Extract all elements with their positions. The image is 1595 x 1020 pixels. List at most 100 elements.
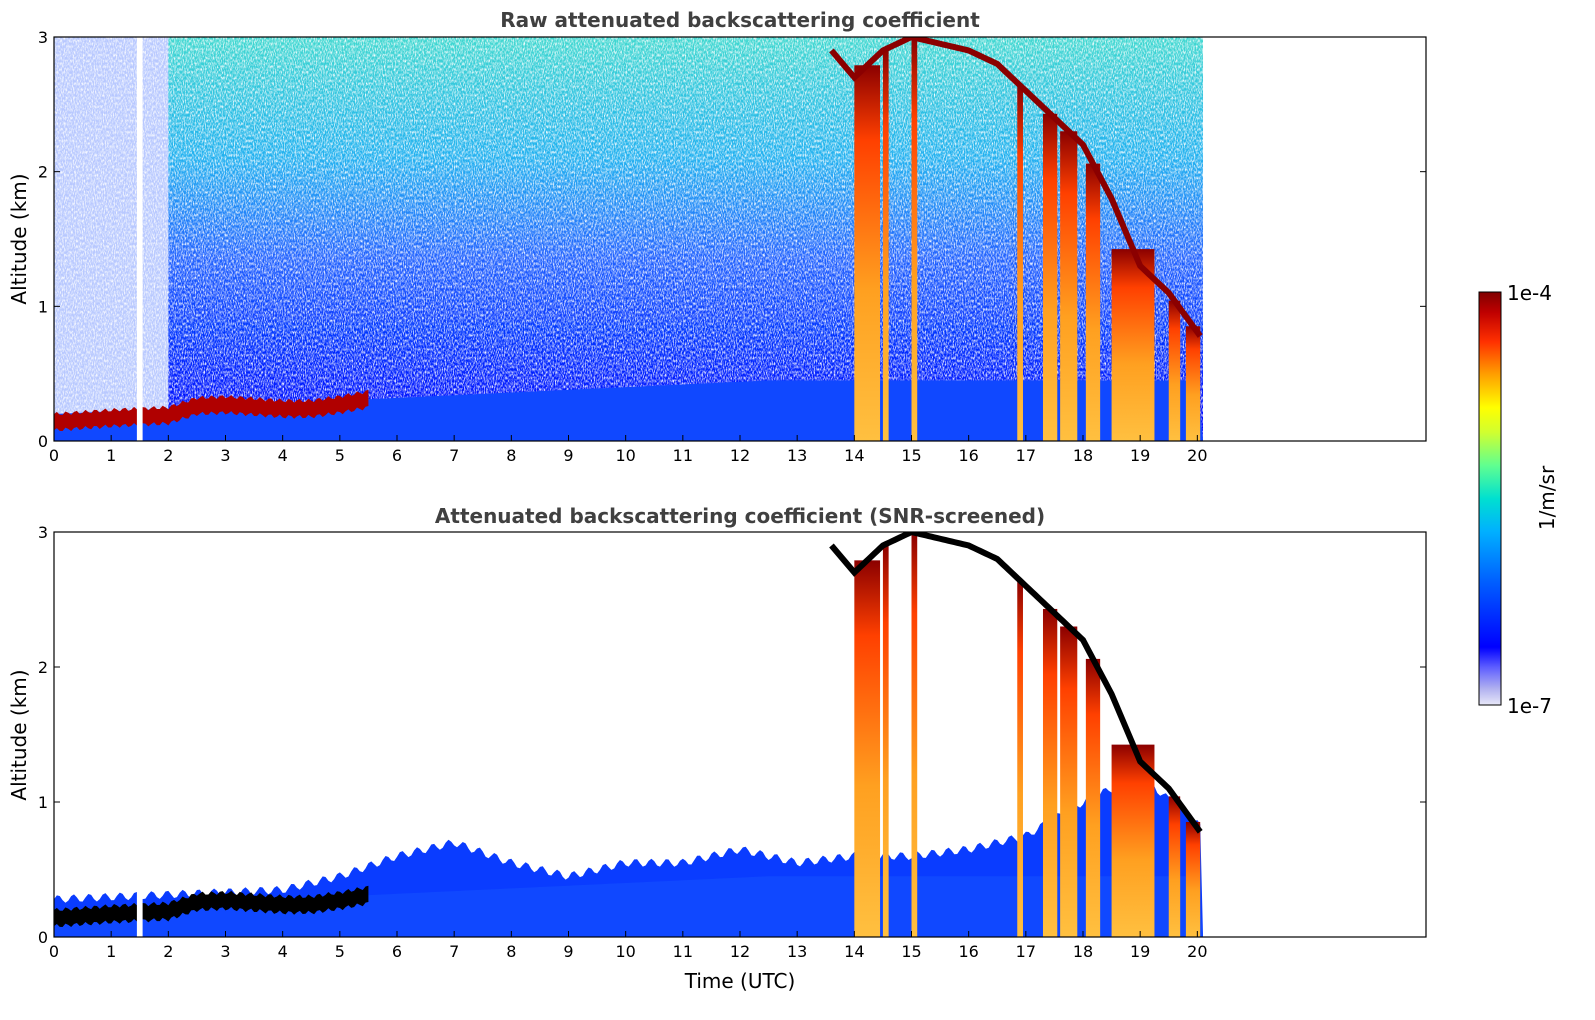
raw-cloud-column [1042,113,1058,441]
raw-x-tick-label: 8 [506,446,516,465]
raw-x-tick-label: 14 [844,446,864,465]
raw-cloud-column [1085,163,1101,441]
raw-x-tick-label: 1 [106,446,116,465]
colorbar: 1e-4 1e-7 1/m/sr [1478,281,1559,718]
screened-x-tick-label: 1 [106,942,116,961]
screened-x-ticks: 0 1 2 3 4 5 6 7 8 9 10 11 12 13 14 15 16 17 18 19 20 [49,931,1208,961]
raw-x-tick-label: 13 [787,446,807,465]
screened-panel-title: Attenuated backscattering coefficient (S… [435,504,1045,528]
raw-x-tick-label: 17 [1016,446,1036,465]
raw-x-tick-label: 18 [1073,446,1093,465]
screened-heatmap-layers [54,532,1426,937]
screened-heatmap [54,532,1426,937]
screened-x-tick-label: 7 [449,942,459,961]
raw-x-tick-label: 4 [278,446,288,465]
raw-x-tick-label: 16 [958,446,978,465]
x-axis-label: Time (UTC) [684,969,796,993]
screened-x-tick-label: 4 [278,942,288,961]
raw-x-tick-label: 7 [449,446,459,465]
screened-x-tick-label: 13 [787,942,807,961]
screened-cloud-column [1185,821,1201,937]
screened-y-tick-label: 0 [38,928,48,947]
screened-x-tick-label: 8 [506,942,516,961]
raw-data-gap [136,37,143,441]
raw-sky-signal [168,37,1204,441]
raw-cloud-layer [829,37,1203,338]
screened-x-tick-label: 2 [163,942,173,961]
colorbar-unit-label: 1/m/sr [1535,465,1559,530]
raw-y-tick-label: 3 [38,28,48,47]
raw-panel-title: Raw attenuated backscattering coefficien… [500,8,980,32]
screened-x-tick-label: 16 [958,942,978,961]
raw-y-tick-label: 1 [38,297,48,316]
screened-y-axis-label: Altitude (km) [7,669,31,800]
raw-cloud-column [911,37,918,441]
screened-x-tick-label: 11 [673,942,693,961]
screened-cloud-column [1168,796,1181,937]
screened-x-tick-label: 5 [335,942,345,961]
raw-cloud-column [882,49,889,441]
raw-cloud-column [1017,85,1023,441]
screened-cloud-column [1111,744,1155,937]
screened-x-tick-label: 17 [1016,942,1036,961]
screened-data-gap [136,532,143,937]
raw-x-tick-label: 3 [220,446,230,465]
raw-y-tick-label: 2 [38,163,48,182]
screened-cloud-column [1042,608,1058,937]
screened-y-tick-label: 2 [38,658,48,677]
screened-x-tick-label: 19 [1130,942,1150,961]
raw-y-tick-label: 0 [38,432,48,451]
screened-y-tick-label: 3 [38,523,48,542]
screened-x-tick-label: 15 [901,942,921,961]
screened-boundary-layer [54,885,369,927]
raw-noise-field [54,37,1204,441]
screened-x-tick-label: 3 [220,942,230,961]
raw-x-ticks: 0 1 2 3 4 5 6 7 8 9 10 11 12 13 14 15 16 17 18 19 20 [49,435,1208,465]
screened-cloud-column [1085,658,1101,937]
screened-cloud-column [882,544,889,937]
raw-x-tick-label: 10 [615,446,635,465]
raw-cloud-column [854,65,881,441]
raw-no-data-region [1203,37,1426,441]
raw-cloud-column [1168,300,1181,441]
raw-heatmap [54,37,1426,441]
screened-cloud-column [1017,580,1023,937]
screened-x-tick-label: 12 [730,942,750,961]
colorbar-gradient [1478,291,1502,706]
screened-x-tick-label: 9 [563,942,573,961]
screened-x-tick-label: 10 [615,942,635,961]
raw-x-tick-label: 2 [163,446,173,465]
raw-cloud-column [1060,131,1078,441]
raw-x-tick-label: 19 [1130,446,1150,465]
raw-x-tick-label: 6 [392,446,402,465]
raw-cloud-column [1111,249,1155,441]
screened-y-ticks: 0 1 2 3 [38,523,1426,947]
raw-heatmap-layers [54,37,1426,441]
raw-sky-signal-early [54,37,169,441]
screened-x-tick-label: 18 [1073,942,1093,961]
raw-x-tick-label: 12 [730,446,750,465]
raw-backscatter-panel: Raw attenuated backscattering coefficien… [7,8,1427,465]
colorbar-min-label: 1e-7 [1507,694,1552,718]
screened-no-data-region [1203,532,1426,937]
screened-backscatter-panel: Attenuated backscattering coefficient (S… [7,504,1427,993]
screened-x-tick-label: 0 [49,942,59,961]
screened-x-tick-label: 14 [844,942,864,961]
raw-x-tick-label: 0 [49,446,59,465]
screened-cloud-column [1060,626,1078,937]
raw-cloud-column [1185,326,1201,441]
raw-x-tick-label: 9 [563,446,573,465]
raw-x-tick-label: 15 [901,446,921,465]
raw-boundary-layer [54,389,369,432]
raw-y-axis-label: Altitude (km) [7,173,31,304]
screened-x-tick-label: 6 [392,942,402,961]
raw-x-tick-label: 20 [1187,446,1207,465]
screened-x-tick-label: 20 [1187,942,1207,961]
screened-y-tick-label: 1 [38,793,48,812]
colorbar-max-label: 1e-4 [1507,281,1552,305]
raw-x-tick-label: 11 [673,446,693,465]
screened-cloud-column [854,560,881,937]
screened-cloud-column [911,532,918,937]
screened-cloud-layer [829,532,1203,834]
